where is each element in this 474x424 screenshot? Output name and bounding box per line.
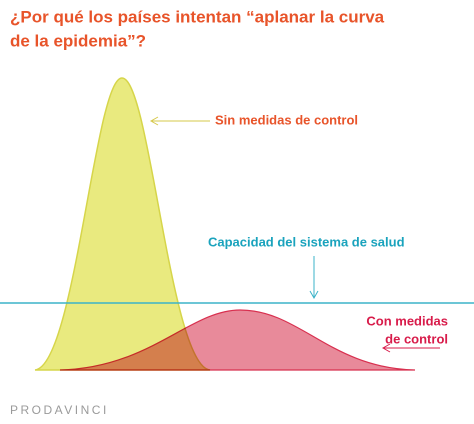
label-with-measures: de control xyxy=(385,331,448,346)
label-with-measures: Con medidas xyxy=(366,313,448,328)
label-capacity: Capacidad del sistema de salud xyxy=(208,234,405,249)
curve-no-measures xyxy=(34,77,211,371)
title-line: ¿Por qué los países intentan “aplanar la… xyxy=(10,7,385,26)
arrow-head xyxy=(149,116,159,126)
arrow-head xyxy=(381,343,391,353)
title-line: de la epidemia”? xyxy=(10,31,146,50)
curve-with-measures xyxy=(59,309,416,371)
label-no-measures: Sin medidas de control xyxy=(215,112,358,127)
arrow-head xyxy=(309,290,319,300)
brand: PRODAVINCI xyxy=(10,403,109,417)
